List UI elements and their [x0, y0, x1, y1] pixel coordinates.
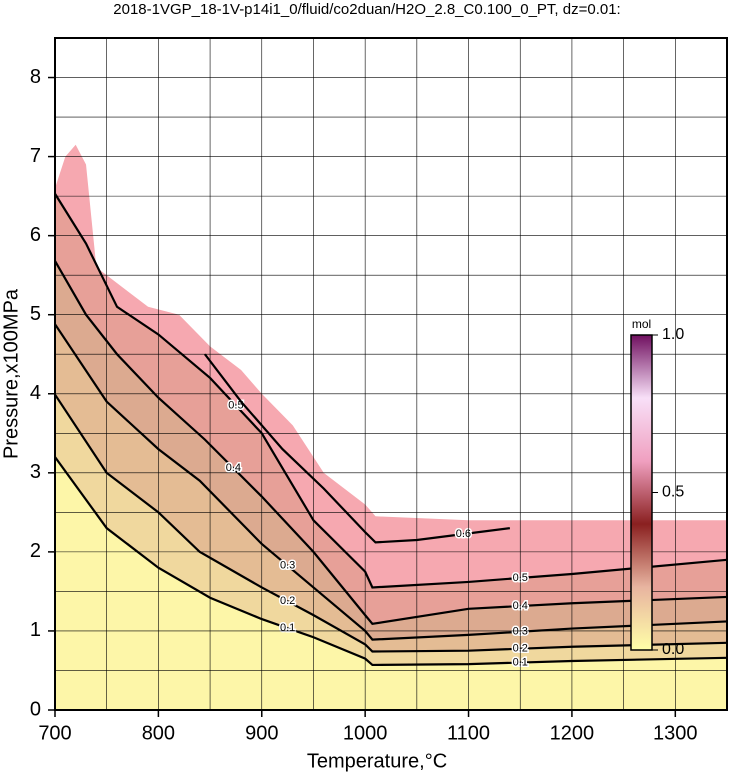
x-tick-label: 700 [38, 722, 71, 744]
y-tick-label: 5 [30, 303, 41, 325]
contour-line [204, 353, 511, 544]
contour-line [55, 193, 727, 589]
x-tick-label: 1100 [447, 722, 490, 744]
x-tick-label: 900 [245, 722, 278, 744]
y-tick-label: 0 [30, 698, 41, 720]
x-tick-label: 800 [142, 722, 175, 744]
colorbar-title: mol [632, 317, 651, 331]
colorbar-tick-label: 0.5 [662, 484, 684, 501]
contour-label: 0.2 [280, 595, 295, 607]
contour-line [55, 260, 727, 626]
chart-title: 2018-1VGP_18-1V-p14i1_0/fluid/co2duan/H2… [113, 1, 620, 18]
y-tick-label: 1 [30, 619, 41, 641]
colorbar-tick-label: 1.0 [662, 326, 684, 343]
y-tick-label: 8 [30, 66, 41, 88]
plot-area: 0.50.50.40.40.30.30.20.20.10.10.6 [55, 144, 727, 710]
y-tick-label: 6 [30, 224, 41, 246]
contour-label: 0.1 [280, 622, 295, 634]
contour-label: 0.4 [226, 462, 241, 474]
y-tick-label: 2 [30, 540, 41, 562]
x-tick-label: 1300 [653, 722, 698, 744]
contour-band [55, 457, 727, 710]
x-tick-label: 1200 [550, 722, 595, 744]
contour-label: 0.3 [280, 560, 295, 572]
y-tick-label: 7 [30, 145, 41, 167]
x-axis-label: Temperature,°C [307, 750, 447, 772]
x-tick-label: 1000 [343, 722, 388, 744]
contour-label: 0.6 [456, 528, 471, 540]
colorbar-tick-label: 0.0 [662, 641, 684, 658]
colorbar [630, 334, 653, 651]
y-tick-label: 4 [30, 382, 41, 404]
plot-frame [54, 37, 728, 711]
y-tick-label: 3 [30, 461, 41, 483]
y-axis-label: Pressure,x100MPa [0, 288, 22, 459]
